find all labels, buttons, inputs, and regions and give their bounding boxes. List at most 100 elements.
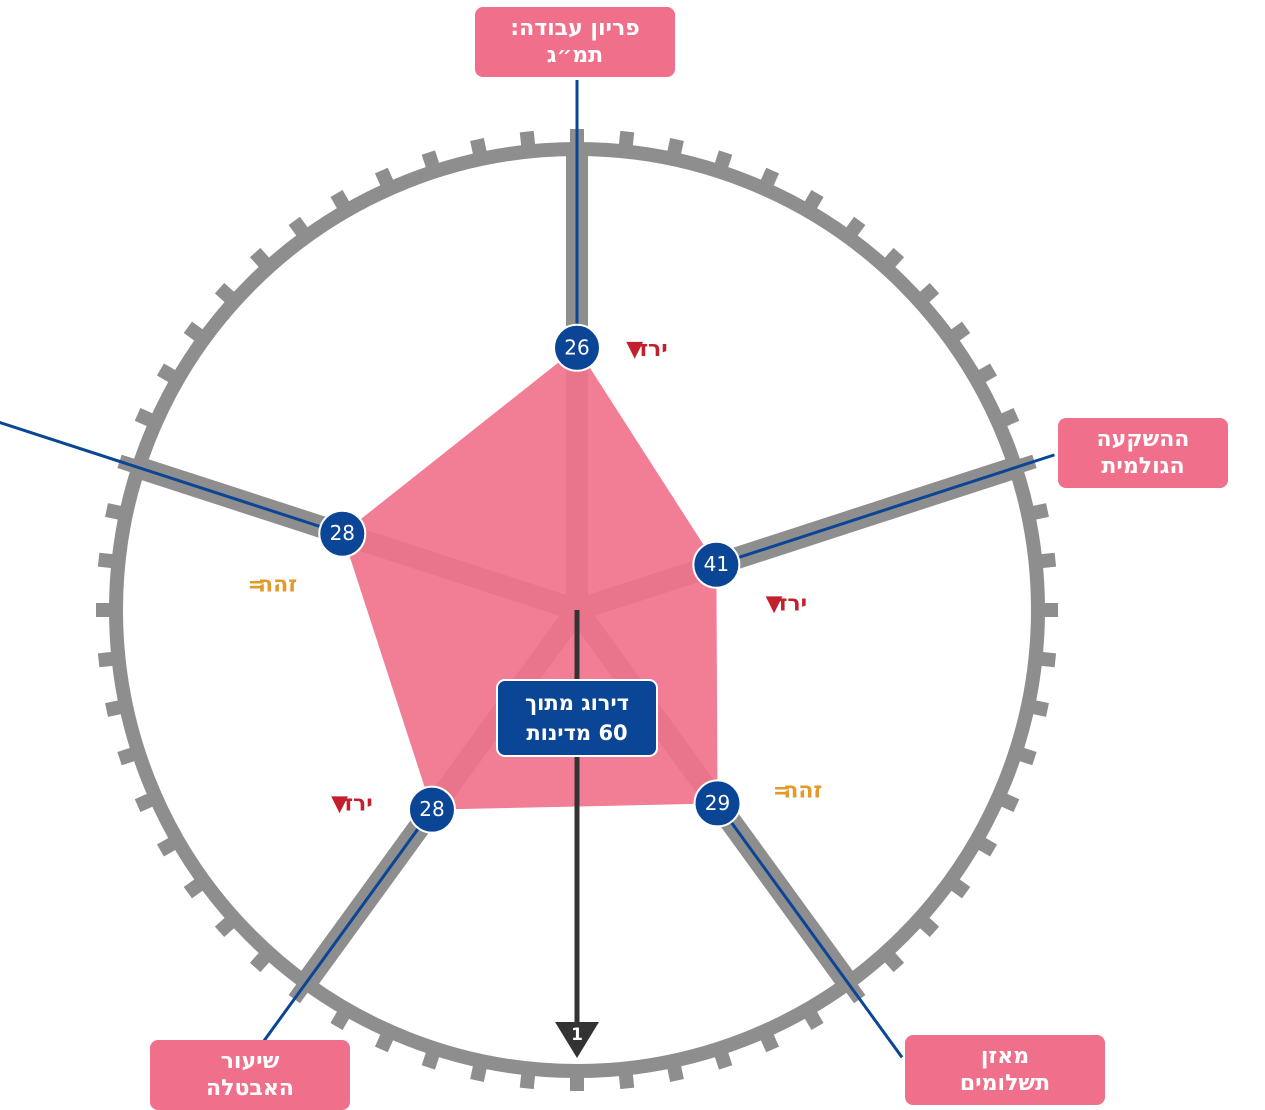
ring-tooth [134,790,161,813]
ring-tooth [519,1065,536,1090]
ring-tooth [96,603,118,617]
ring-tooth [470,138,489,163]
ring-tooth [470,1057,489,1082]
ring-tooth [156,363,183,387]
center-label: דירוג מתוך [525,691,629,715]
ring-tooth [134,407,161,430]
leader-line [0,420,343,536]
leader-line [716,802,904,1059]
trend-label: ירד▼ [626,337,668,362]
ring-tooth [1036,603,1058,617]
trend-icon: ▼ [766,592,783,617]
trend-label: ירד▼ [766,592,808,617]
ring-tooth [374,1026,397,1053]
rank-value: 28 [419,797,444,821]
axis-label-box [475,7,675,77]
leader-line [231,808,434,1085]
ring-tooth [156,833,183,857]
ring-tooth [971,363,998,387]
axis-label: שיעור [221,1049,280,1074]
ring-tooth [712,1044,733,1070]
trend-icon: = [773,778,791,803]
axis-label: פריון עבודה: [510,16,639,41]
ring-tooth [249,946,276,973]
axis-label: מאזן [981,1044,1029,1069]
trend-word: ירד [774,592,807,617]
ring-tooth [249,247,276,274]
axis-label: תשלומים [960,1071,1050,1096]
axis-label: ההשקעה [1097,427,1190,452]
ring-tooth [519,130,536,155]
axis-label-box [905,1035,1105,1105]
ring-tooth [800,189,824,216]
trend-word: זהה [783,778,822,803]
ring-tooth [421,1044,442,1070]
trend-icon: ▼ [331,792,348,817]
rank-tick-label: 1 [571,1025,583,1045]
trend-icon: = [248,573,266,598]
axis-label-box [150,1040,350,1110]
trend-word: ירד [635,337,668,362]
ring-tooth [618,130,635,155]
rank-arrowhead [555,1022,599,1058]
center-box [496,679,658,757]
ring-tooth [105,503,130,522]
rank-point [553,323,601,372]
rank-point [318,509,367,558]
rank-value: 29 [705,791,730,815]
ring-tooth [183,321,210,346]
ring-tooth [971,833,998,857]
rank-value: 28 [330,521,355,545]
ring-tooth [878,247,905,274]
axis-label-box [1058,418,1228,488]
ring-tooth [330,189,354,216]
ring-tooth [214,282,241,309]
ring-tooth [913,911,940,938]
ring-tooth [105,698,130,717]
ring-tooth [421,150,442,176]
ring-tooth [1032,651,1057,668]
trend-label: זהה= [773,778,822,803]
ring-tooth [913,282,940,309]
rank-point [407,785,456,834]
trend-label: זהה= [248,573,297,598]
ring-tooth [288,216,313,243]
ring-tooth [841,216,866,243]
rank-point [693,779,742,828]
rank-value: 41 [704,552,729,576]
ring-tooth [374,167,397,194]
trend-word: זהה [258,573,297,598]
ring-tooth [800,1004,824,1031]
ring-tooth [665,138,684,163]
axis-label: האבטלה [206,1076,294,1101]
ring-tooth [993,790,1020,813]
ring-tooth [570,1069,584,1091]
ring-tooth [214,911,241,938]
trend-icon: ▼ [626,337,643,362]
ring-tooth [712,150,733,176]
ring-tooth [1032,552,1057,569]
ring-tooth [1024,698,1049,717]
ring-tooth [993,407,1020,430]
ring-tooth [97,552,122,569]
ring-tooth [944,321,971,346]
rank-point [692,540,741,589]
trend-word: ירד [340,792,373,817]
ring-tooth [1024,503,1049,522]
rank-value: 26 [564,335,589,359]
ring-tooth [878,946,905,973]
ring-tooth [330,1004,354,1031]
ring-tooth [1011,745,1037,766]
axis-label: תמ״ג [547,43,603,68]
ring-tooth [665,1057,684,1082]
center-label: 60 מדינות [526,721,627,745]
axis-label: הגולמית [1101,454,1184,479]
ring-tooth [944,874,971,899]
ring-tooth [183,874,210,899]
leader-line [715,453,1055,567]
ring-tooth [117,745,143,766]
ring-tooth [618,1065,635,1090]
ring-tooth [97,651,122,668]
trend-label: ירד▼ [331,792,373,817]
